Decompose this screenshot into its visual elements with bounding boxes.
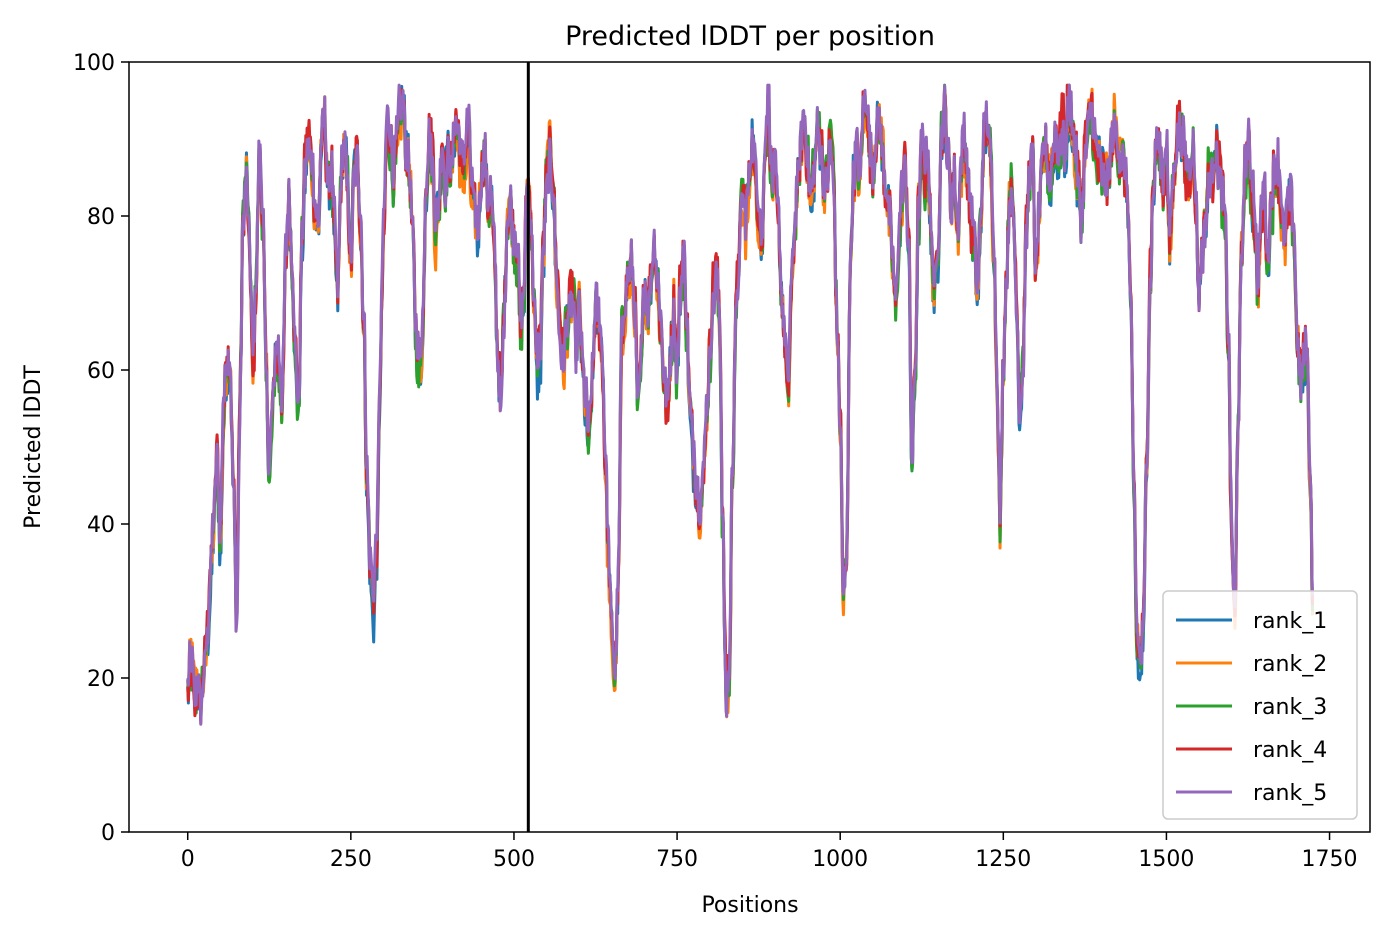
y-tick-label: 0 [101, 821, 115, 846]
y-axis: 0 20 40 60 80 100 [73, 51, 129, 846]
y-tick-label: 60 [87, 359, 115, 384]
legend-label: rank_5 [1253, 781, 1327, 806]
y-tick-label: 80 [87, 205, 115, 230]
x-tick-label: 0 [181, 847, 195, 872]
plot-area [128, 61, 1371, 833]
legend-label: rank_1 [1253, 609, 1327, 634]
x-tick-label: 1750 [1302, 847, 1358, 872]
axes-frame [128, 61, 1371, 833]
y-tick-label: 100 [73, 51, 115, 76]
legend-label: rank_3 [1253, 695, 1327, 720]
y-axis-label: Predicted lDDT [21, 365, 46, 529]
x-tick-label: 1250 [975, 847, 1031, 872]
x-tick-label: 500 [493, 847, 535, 872]
y-tick-label: 40 [87, 513, 115, 538]
x-axis: 0 250 500 750 1000 1250 1500 1750 [181, 832, 1358, 872]
legend-items: rank_1 rank_2 rank_3 rank_4 rank_5 [1176, 609, 1327, 806]
series-layer [186, 83, 1315, 726]
x-tick-label: 750 [656, 847, 698, 872]
legend-label: rank_2 [1253, 652, 1327, 677]
x-tick-label: 1000 [812, 847, 868, 872]
legend-box [1162, 590, 1358, 820]
x-tick-label: 1500 [1138, 847, 1194, 872]
y-tick-label: 20 [87, 667, 115, 692]
x-tick-label: 250 [330, 847, 372, 872]
x-axis-label: Positions [701, 893, 798, 918]
chart-title: Predicted lDDT per position [565, 21, 935, 52]
series-line-rank-5 [186, 83, 1315, 726]
legend-label: rank_4 [1253, 738, 1327, 763]
legend: rank_1 rank_2 rank_3 rank_4 rank_5 [1162, 590, 1358, 820]
